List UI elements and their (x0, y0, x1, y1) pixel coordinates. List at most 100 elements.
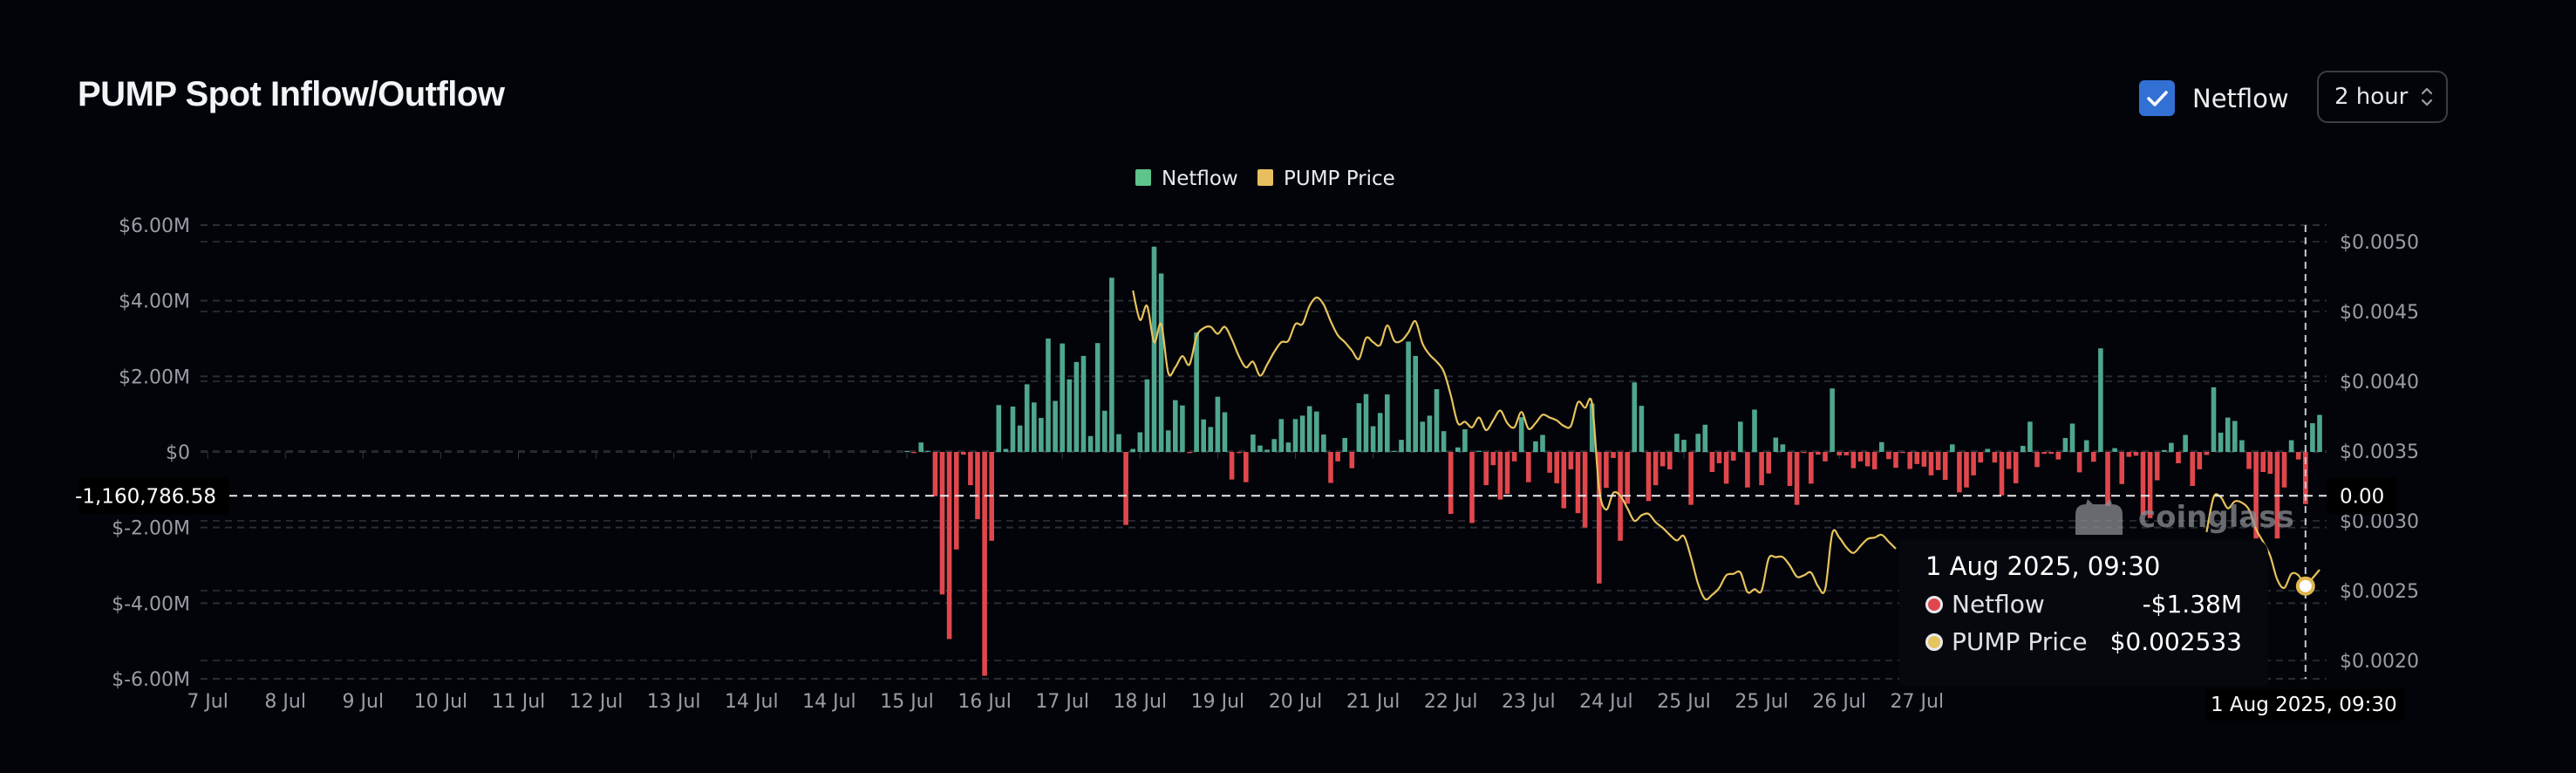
netflow-bar[interactable] (1087, 435, 1094, 452)
netflow-bar[interactable] (1144, 379, 1150, 452)
netflow-bar[interactable] (1554, 452, 1559, 483)
netflow-bar[interactable] (982, 452, 987, 676)
netflow-bar[interactable] (1010, 407, 1016, 452)
netflow-bar[interactable] (1448, 452, 1454, 515)
netflow-bar[interactable] (1597, 452, 1602, 584)
netflow-bar[interactable] (1957, 452, 1962, 493)
netflow-bar[interactable] (1646, 452, 1652, 502)
netflow-bar[interactable] (2126, 452, 2132, 457)
netflow-bar[interactable] (1688, 452, 1693, 505)
netflow-bar[interactable] (911, 452, 917, 454)
netflow-bar[interactable] (1024, 384, 1030, 452)
netflow-bar[interactable] (1787, 452, 1793, 486)
netflow-bar[interactable] (1723, 452, 1729, 484)
netflow-bar[interactable] (2183, 434, 2188, 452)
netflow-bar[interactable] (1222, 412, 1228, 452)
netflow-bar[interactable] (918, 442, 923, 452)
netflow-bar[interactable] (1766, 452, 1771, 474)
netflow-bar[interactable] (1094, 343, 1101, 452)
netflow-bar[interactable] (1271, 439, 1277, 452)
netflow-bar[interactable] (1971, 452, 1976, 475)
netflow-bar[interactable] (1201, 419, 1206, 452)
netflow-bar[interactable] (1985, 448, 1991, 452)
netflow-bar[interactable] (1328, 452, 1333, 483)
netflow-bar[interactable] (2091, 452, 2096, 462)
netflow-bar[interactable] (1363, 393, 1369, 452)
netflow-bar[interactable] (1511, 452, 1517, 462)
netflow-bar[interactable] (1342, 437, 1347, 452)
netflow-bar[interactable] (1639, 406, 1645, 452)
netflow-bar[interactable] (1801, 452, 1807, 454)
netflow-toggle[interactable]: Netflow (2139, 80, 2289, 116)
netflow-bar[interactable] (1547, 452, 1552, 473)
netflow-bar[interactable] (1589, 403, 1595, 452)
netflow-bar[interactable] (1314, 411, 1319, 452)
netflow-bar[interactable] (1900, 452, 1905, 454)
netflow-bar[interactable] (2190, 452, 2195, 486)
netflow-bar[interactable] (1299, 415, 1305, 452)
netflow-bar[interactable] (1003, 448, 1009, 452)
netflow-bar[interactable] (1809, 452, 1814, 484)
netflow-bar[interactable] (1292, 419, 1298, 452)
netflow-bar[interactable] (1053, 400, 1058, 452)
netflow-bar[interactable] (1236, 452, 1242, 454)
netflow-bar[interactable] (1964, 452, 1969, 488)
netflow-bar[interactable] (1392, 450, 1397, 452)
netflow-bar[interactable] (1928, 452, 1934, 475)
netflow-bar[interactable] (2310, 423, 2315, 452)
netflow-bar[interactable] (1278, 419, 1285, 452)
netflow-bar[interactable] (2105, 452, 2110, 506)
netflow-bar[interactable] (1857, 452, 1864, 462)
netflow-bar[interactable] (1469, 452, 1475, 523)
netflow-bar[interactable] (1526, 452, 1531, 482)
netflow-bar[interactable] (1830, 388, 1835, 452)
netflow-bar[interactable] (2253, 452, 2259, 539)
netflow-bar[interactable] (1709, 452, 1715, 472)
netflow-bar[interactable] (1653, 452, 1659, 486)
netflow-bar[interactable] (961, 452, 966, 455)
legend-item-netflow[interactable]: Netflow (1135, 168, 1238, 190)
netflow-bar[interactable] (1893, 452, 1898, 469)
netflow-bar[interactable] (1039, 418, 1044, 452)
netflow-bar[interactable] (1067, 379, 1073, 452)
netflow-bar[interactable] (1759, 452, 1764, 486)
netflow-bar[interactable] (1625, 452, 1630, 504)
netflow-bar[interactable] (1264, 449, 1270, 452)
netflow-bar[interactable] (1823, 452, 1828, 462)
netflow-bar[interactable] (2006, 452, 2012, 469)
netflow-bar[interactable] (1837, 452, 1842, 455)
netflow-bar[interactable] (932, 452, 938, 496)
netflow-bar[interactable] (2154, 452, 2160, 481)
netflow-bar[interactable] (1533, 441, 1538, 452)
netflow-bar[interactable] (1738, 421, 1743, 452)
netflow-bar[interactable] (1187, 452, 1192, 454)
netflow-bar[interactable] (1399, 440, 1404, 452)
netflow-bar[interactable] (1490, 452, 1496, 466)
netflow-bar[interactable] (1406, 341, 1411, 452)
netflow-bar[interactable] (1561, 452, 1567, 509)
netflow-bar[interactable] (2013, 452, 2019, 483)
netflow-bar[interactable] (1497, 452, 1503, 500)
netflow-bar[interactable] (2034, 452, 2040, 468)
netflow-bar[interactable] (1921, 452, 1927, 467)
netflow-bar[interactable] (939, 452, 945, 595)
netflow-bar[interactable] (1377, 413, 1383, 452)
netflow-bar[interactable] (2246, 452, 2252, 469)
netflow-bar[interactable] (1667, 452, 1673, 469)
netflow-bar[interactable] (1251, 434, 1256, 452)
netflow-bar[interactable] (2062, 437, 2068, 452)
netflow-bar[interactable] (1151, 246, 1157, 452)
netflow-bar[interactable] (1886, 452, 1891, 460)
netflow-bar[interactable] (2147, 452, 2153, 518)
netflow-bar[interactable] (1215, 396, 1221, 452)
netflow-bar[interactable] (1321, 434, 1326, 452)
netflow-bar[interactable] (1730, 452, 1736, 461)
netflow-bar[interactable] (1137, 432, 1143, 452)
netflow-bar[interactable] (1173, 400, 1178, 452)
netflow-bar[interactable] (946, 452, 952, 640)
netflow-bar[interactable] (1370, 426, 1376, 452)
netflow-bar[interactable] (1306, 406, 1312, 452)
netflow-bar[interactable] (1999, 452, 2005, 496)
netflow-bar[interactable] (1864, 452, 1871, 467)
